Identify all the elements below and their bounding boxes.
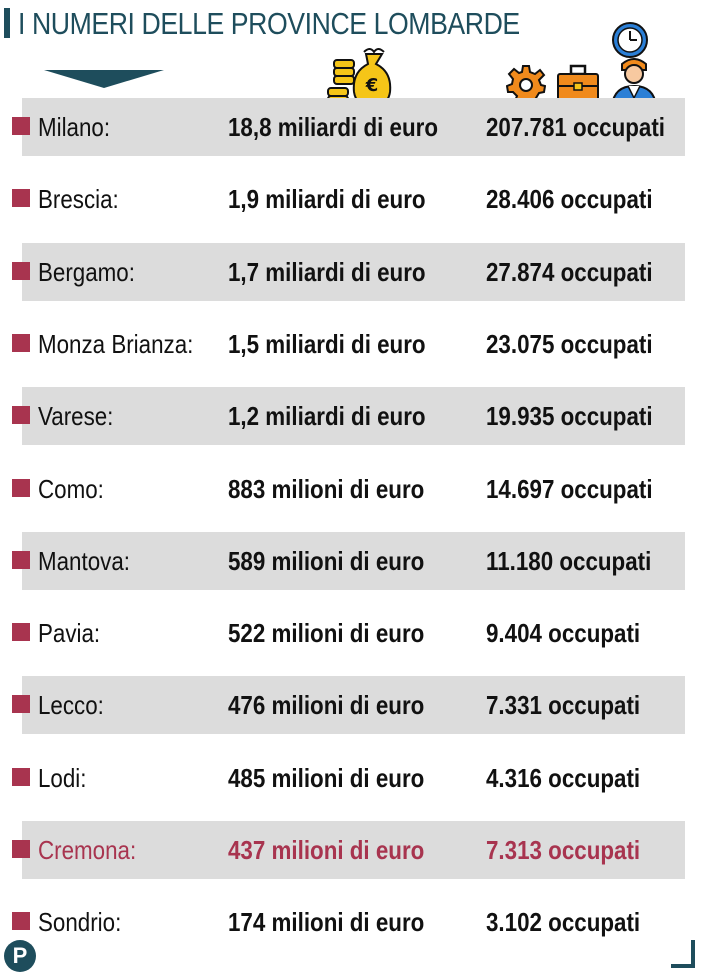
province-name: Varese: — [38, 401, 114, 432]
row-background — [22, 98, 685, 156]
row-marker — [12, 478, 30, 497]
table-row: Como: 883 milioni di euro 14.697 occupati — [0, 460, 701, 518]
province-name: Monza Brianza: — [38, 328, 194, 359]
province-name: Lecco: — [38, 690, 104, 721]
province-employed: 7.331 occupati — [486, 690, 641, 721]
province-name: Milano: — [38, 112, 111, 142]
title-bar: I NUMERI DELLE PROVINCE LOMBARDE — [0, 4, 701, 42]
row-marker — [12, 189, 30, 208]
province-name: Bergamo: — [38, 256, 135, 287]
title-accent-bar — [4, 8, 10, 38]
province-employed: 4.316 occupati — [486, 762, 641, 793]
publisher-logo: P — [4, 940, 36, 972]
row-marker — [12, 912, 30, 931]
table-row: Milano: 18,8 miliardi di euro 207.781 occu… — [0, 98, 701, 156]
row-background — [22, 242, 685, 301]
province-name: Cremona: — [38, 835, 137, 865]
svg-text:€: € — [365, 75, 379, 96]
province-employed: 27.874 occupati — [486, 256, 653, 287]
province-value: 18,8 miliardi di euro — [228, 112, 439, 142]
province-employed: 3.102 occupati — [486, 907, 641, 938]
row-marker — [12, 261, 30, 280]
clock-icon — [612, 22, 648, 58]
province-value: 174 milioni di euro — [228, 907, 425, 938]
table-row: Mantova: 589 milioni di euro 11.180 occupa… — [0, 531, 701, 590]
province-value: 1,9 miliardi di euro — [228, 184, 426, 215]
province-value: 522 milioni di euro — [228, 618, 425, 649]
table-row: Cremona: 437 milioni di euro 7.313 occupat… — [0, 821, 701, 879]
province-name: Sondrio: — [38, 907, 122, 938]
province-value: 1,7 miliardi di euro — [228, 256, 426, 287]
province-value: 476 milioni di euro — [228, 690, 425, 721]
corner-mark — [671, 940, 695, 968]
down-arrow-icon — [44, 70, 164, 88]
table-row: Bergamo: 1,7 miliardi di euro 27.874 occup… — [0, 242, 701, 301]
table-row: Lodi: 485 milioni di euro 4.316 occupati — [0, 749, 701, 807]
province-value: 437 milioni di euro — [228, 835, 425, 865]
province-name: Brescia: — [38, 184, 119, 215]
row-marker — [12, 767, 30, 786]
province-employed: 14.697 occupati — [486, 473, 653, 504]
row-background — [22, 387, 685, 446]
table-row: Pavia: 522 milioni di euro 9.404 occupati — [0, 604, 701, 662]
province-name: Pavia: — [38, 618, 101, 649]
province-name: Como: — [38, 473, 104, 504]
row-marker — [12, 333, 30, 352]
money-bag-icon: € — [327, 48, 392, 108]
province-value: 1,5 miliardi di euro — [228, 328, 426, 359]
row-marker — [12, 623, 30, 642]
province-value: 883 milioni di euro — [228, 473, 425, 504]
row-marker — [12, 840, 30, 858]
table-row: Varese: 1,2 miliardi di euro 19.935 occupa… — [0, 387, 701, 446]
table-row: Lecco: 476 milioni di euro 7.331 occupati — [0, 676, 701, 735]
province-employed: 11.180 occupati — [486, 545, 652, 576]
table-row: Sondrio: 174 milioni di euro 3.102 occupat… — [0, 893, 701, 951]
province-employed: 7.313 occupati — [486, 835, 641, 865]
chart-title: I NUMERI DELLE PROVINCE LOMBARDE — [18, 6, 520, 41]
province-value: 1,2 miliardi di euro — [228, 401, 426, 432]
row-background — [22, 531, 685, 590]
briefcase-icon — [557, 64, 599, 103]
row-marker — [12, 117, 30, 135]
table-row: Monza Brianza: 1,5 miliardi di euro 23.075… — [0, 315, 701, 373]
province-employed: 19.935 occupati — [486, 401, 653, 432]
province-employed: 207.781 occupati — [486, 112, 665, 142]
province-employed: 23.075 occupati — [486, 328, 653, 359]
province-value: 589 milioni di euro — [228, 545, 425, 576]
row-background — [22, 821, 685, 879]
province-employed: 28.406 occupati — [486, 184, 653, 215]
row-background — [22, 676, 685, 735]
row-marker — [12, 695, 30, 714]
row-marker — [12, 550, 30, 569]
table-row: Brescia: 1,9 miliardi di euro 28.406 occup… — [0, 170, 701, 228]
province-employed: 9.404 occupati — [486, 618, 641, 649]
row-marker — [12, 406, 30, 425]
province-name: Mantova: — [38, 545, 130, 576]
province-name: Lodi: — [38, 762, 87, 793]
province-value: 485 milioni di euro — [228, 762, 425, 793]
